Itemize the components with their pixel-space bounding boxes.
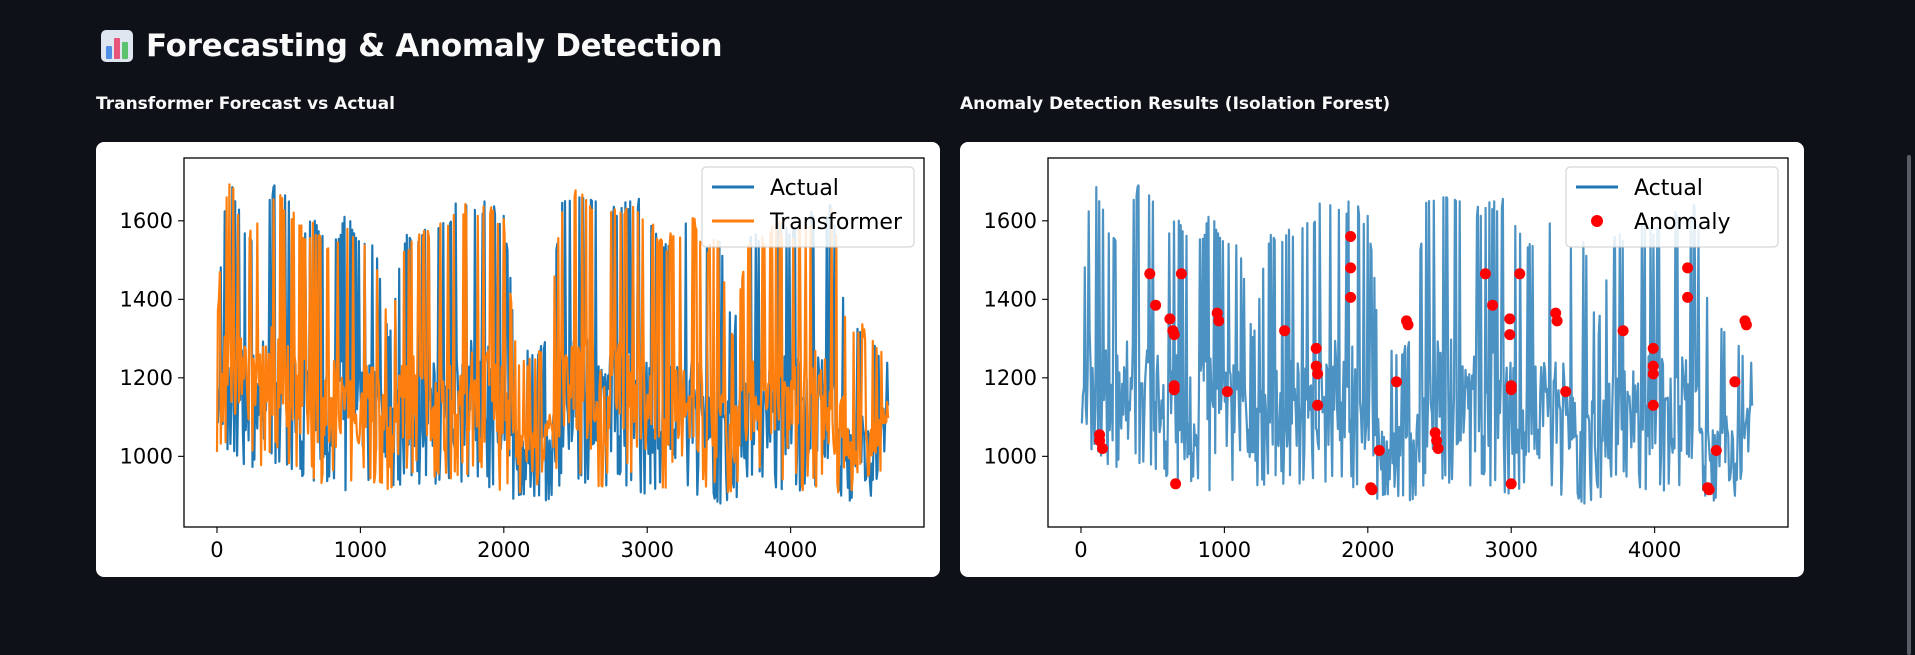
anomaly-point: [1391, 376, 1402, 388]
legend-label: Actual: [770, 176, 839, 201]
x-tick-label: 4000: [1628, 538, 1681, 562]
anomaly-point: [1504, 329, 1516, 341]
series-line-actual: [1080, 184, 1754, 505]
anomaly-point: [1310, 342, 1322, 354]
y-tick-label: 1400: [984, 287, 1037, 311]
anomaly-point: [1504, 313, 1516, 325]
y-tick-label: 1200: [984, 366, 1037, 390]
anomaly-point: [1729, 376, 1741, 388]
anomaly-point: [1144, 268, 1156, 280]
anomaly-point: [1097, 443, 1108, 454]
anomaly-point: [1560, 386, 1572, 398]
x-tick-label: 2000: [477, 538, 530, 562]
anomaly-point: [1279, 325, 1291, 337]
anomaly-point: [1345, 291, 1357, 303]
anomaly-point: [1647, 360, 1659, 372]
axes-frame: [1047, 157, 1789, 528]
y-tick-label: 1600: [120, 209, 173, 233]
anomaly-point: [1682, 262, 1694, 274]
forecast-chart: 0 1000 2000 3000 4000 1000 1200 1400 1600 Actual T…: [120, 157, 925, 562]
anomaly-chart: 0 1000 2000 3000 40001000120014001600ActualA…: [984, 157, 1789, 562]
legend-label: Actual: [1634, 176, 1703, 201]
anomaly-point: [1479, 268, 1491, 280]
legend-label: Anomaly: [1634, 210, 1731, 235]
y-tick-label: 1000: [984, 444, 1037, 468]
anomaly-point: [1312, 368, 1324, 380]
x-tick-label: 3000: [1484, 538, 1537, 562]
y-tick-label: 1000: [120, 444, 173, 468]
legend-marker: [1591, 215, 1603, 227]
anomaly-point: [1170, 478, 1182, 490]
anomaly-point: [1373, 445, 1385, 456]
y-tick-label: 1200: [120, 366, 173, 390]
anomaly-point: [1505, 478, 1517, 490]
anomaly-point: [1647, 342, 1659, 354]
anomaly-point: [1551, 315, 1563, 327]
x-tick-label: 0: [210, 538, 223, 562]
anomaly-point: [1487, 299, 1499, 311]
anomaly-point: [1213, 315, 1225, 327]
series-line-transformer: [215, 183, 890, 494]
anomaly-point: [1647, 399, 1659, 411]
legend-box: [701, 166, 915, 248]
anomaly-point: [1432, 443, 1444, 454]
x-tick-label: 1000: [1198, 538, 1251, 562]
anomaly-point: [1150, 299, 1162, 311]
legend-label: Transformer: [769, 210, 903, 235]
legend: Actual Transformer: [701, 166, 915, 248]
anomaly-point: [1617, 325, 1629, 337]
anomaly-point: [1345, 231, 1357, 242]
anomaly-point: [1175, 268, 1187, 280]
anomaly-point: [1312, 399, 1324, 411]
anomaly-chart-panel: 0 1000 2000 3000 4000 1000 1200 1400 1600 Actual A…: [960, 142, 1804, 577]
page-title: Forecasting & Anomaly Detection: [146, 28, 723, 64]
x-tick-label: 1000: [334, 538, 387, 562]
x-tick-label: 2000: [1341, 538, 1394, 562]
x-tick-label: 4000: [764, 538, 817, 562]
y-tick-label: 1600: [984, 209, 1037, 233]
anomaly-point: [1740, 319, 1752, 331]
forecast-chart-title: Transformer Forecast vs Actual: [96, 94, 395, 114]
x-tick-label: 0: [1074, 538, 1087, 562]
anomaly-point: [1514, 268, 1526, 280]
axes-frame: [183, 157, 925, 528]
anomaly-point: [1647, 368, 1659, 380]
page-header: Forecasting & Anomaly Detection: [100, 28, 723, 64]
anomaly-point: [1710, 445, 1722, 456]
legend: Actual Anomaly: [1565, 166, 1779, 248]
x-tick-label: 3000: [620, 538, 673, 562]
anomaly-point: [1505, 384, 1517, 396]
anomaly-point: [1164, 313, 1176, 325]
legend-box: [1565, 166, 1779, 248]
anomaly-point: [1703, 484, 1715, 496]
anomaly-point: [1366, 484, 1378, 496]
anomaly-point: [1345, 262, 1357, 274]
anomaly-point: [1168, 384, 1180, 396]
anomaly-point: [1682, 291, 1694, 303]
y-tick-label: 1400: [120, 287, 173, 311]
page-scrollbar[interactable]: [1907, 155, 1911, 655]
bar-chart-icon: [101, 30, 133, 62]
anomaly-point: [1221, 386, 1233, 398]
anomaly-chart-title: Anomaly Detection Results (Isolation For…: [960, 94, 1391, 114]
anomaly-point: [1402, 319, 1414, 331]
plot-area: [1080, 184, 1754, 505]
plot-area: [215, 183, 890, 505]
forecast-chart-panel: 0 1000 2000 3000 4000 1000 1200 1400 1600 Actual T…: [96, 142, 940, 577]
anomaly-point: [1168, 329, 1180, 341]
